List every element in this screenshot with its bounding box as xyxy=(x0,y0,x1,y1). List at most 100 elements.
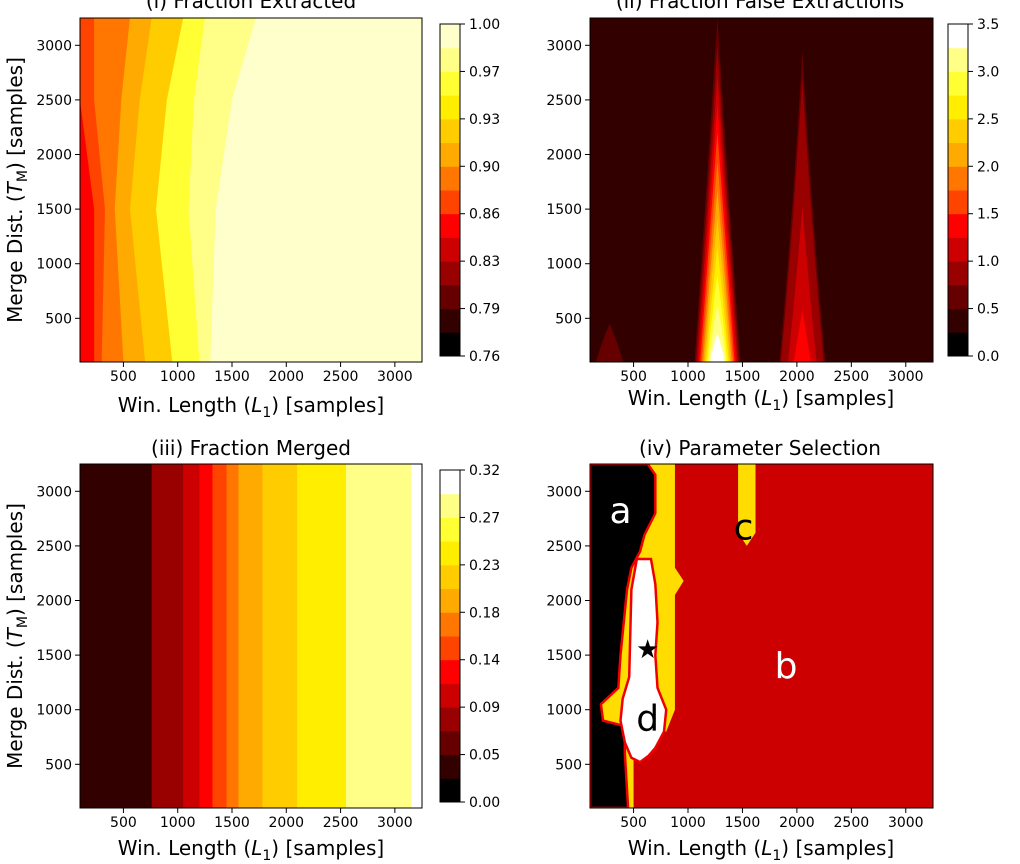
colorbar-swatch xyxy=(440,213,460,238)
panel-3-frame xyxy=(79,463,423,809)
colorbar-tick-label: 0.86 xyxy=(469,207,500,223)
panel-1-title: (i) Fraction Extracted xyxy=(146,0,356,13)
colorbar-swatch xyxy=(440,636,460,661)
panel-4-x-ticks: 500 1000 1500 2000 2500 3000 xyxy=(620,808,924,831)
y-tick-label: 500 xyxy=(45,311,72,327)
merged-band xyxy=(151,464,184,808)
panel-fraction-extracted: (i) Fraction Extracted 500 1000 1500 2000 25… xyxy=(36,0,500,385)
peak-contour xyxy=(795,336,810,362)
panel-2-colorbar: 0.0 0.5 1.0 1.5 2.0 2.5 3.0 3.5 xyxy=(947,17,999,365)
panel-1-contours xyxy=(80,18,422,362)
colorbar-frame xyxy=(439,23,461,357)
colorbar-swatch xyxy=(440,564,460,590)
x-tick-label: 3000 xyxy=(888,815,924,831)
colorbar-frame xyxy=(947,23,969,357)
merged-band xyxy=(226,464,240,808)
colorbar-swatch xyxy=(440,493,460,518)
region-label-a: a xyxy=(609,491,631,532)
colorbar-swatch xyxy=(440,237,460,262)
x-tick-label: 2000 xyxy=(268,369,304,385)
panel-2-y-ticks: 500 1000 1500 2000 2500 3000 xyxy=(546,38,590,327)
colorbar-swatch xyxy=(948,237,968,262)
x-tick-label: 2500 xyxy=(834,369,870,385)
colorbar-tick-label: 0.23 xyxy=(469,558,500,574)
colorbar-tick-label: 0.90 xyxy=(469,159,500,175)
colorbar-swatch xyxy=(440,683,460,708)
colorbar-swatch xyxy=(440,308,460,333)
x-axis-label: Win. Length (L1) [samples] xyxy=(118,393,384,421)
colorbar-swatch xyxy=(948,213,968,238)
x-tick-label: 2000 xyxy=(268,815,304,831)
colorbar-swatch xyxy=(948,308,968,333)
colorbar-tick-label: 0.00 xyxy=(469,795,500,811)
selection-star-marker: ★ xyxy=(636,635,659,665)
x-tick-label: 3000 xyxy=(888,369,924,385)
panel-3-title: (iii) Fraction Merged xyxy=(151,436,351,460)
y-tick-label: 2000 xyxy=(546,594,582,610)
contour-band xyxy=(210,18,422,362)
peak-contour xyxy=(605,358,614,362)
panel-2-contours xyxy=(590,18,933,362)
x-tick-label: 2500 xyxy=(834,815,870,831)
colorbar-tick-label: 3.0 xyxy=(977,64,999,80)
y-tick-label: 500 xyxy=(555,311,582,327)
panel-3-y-ticks: 500 1000 1500 2000 2500 3000 xyxy=(36,484,80,773)
y-tick-label: 1500 xyxy=(546,202,582,218)
colorbar-frame xyxy=(439,469,461,803)
merged-band xyxy=(238,464,263,808)
colorbar-swatch xyxy=(440,517,460,542)
colorbar-tick-label: 0.76 xyxy=(469,349,500,365)
x-tick-label: 500 xyxy=(110,815,137,831)
x-tick-label: 1000 xyxy=(670,815,706,831)
region-a xyxy=(590,464,657,808)
x-tick-label: 1000 xyxy=(670,369,706,385)
colorbar-swatch xyxy=(440,730,460,756)
merged-band xyxy=(80,464,153,808)
colorbar-swatch xyxy=(948,142,968,167)
colorbar-tick-label: 0.09 xyxy=(469,700,500,716)
panel-false-extractions: (ii) Fraction False Extractions 500 1000 1… xyxy=(546,0,999,385)
panel-fraction-merged: (iii) Fraction Merged 500 1000 1500 2000 250… xyxy=(36,436,500,831)
colorbar-swatch xyxy=(440,47,460,72)
colorbar-swatch xyxy=(440,190,460,215)
colorbar-swatch xyxy=(440,166,460,191)
y-tick-label: 2000 xyxy=(36,594,72,610)
colorbar-tick-label: 0.05 xyxy=(469,748,500,764)
peak-contour xyxy=(708,304,726,362)
colorbar-swatch xyxy=(440,707,460,732)
colorbar-swatch xyxy=(440,284,460,310)
y-tick-label: 2500 xyxy=(36,539,72,555)
panel-4-y-ticks: 500 1000 1500 2000 2500 3000 xyxy=(546,484,590,773)
y-tick-label: 1000 xyxy=(546,257,582,273)
colorbar-tick-label: 0.0 xyxy=(977,349,999,365)
panel-4-title: (iv) Parameter Selection xyxy=(639,436,881,460)
x-tick-label: 1000 xyxy=(160,369,196,385)
colorbar-swatch xyxy=(440,541,460,566)
colorbar-swatch xyxy=(440,588,460,613)
panel-1-colorbar: 0.76 0.79 0.83 0.86 0.90 0.93 0.97 1.00 xyxy=(439,17,500,365)
y-tick-label: 2500 xyxy=(36,93,72,109)
colorbar-tick-label: 0.27 xyxy=(469,510,500,526)
region-label-c: c xyxy=(734,508,754,549)
axis-labels: Win. Length (L1) [samples] Win. Length (L… xyxy=(3,57,894,864)
merged-band xyxy=(297,464,347,808)
colorbar-swatch xyxy=(440,612,460,637)
colorbar-tick-label: 0.97 xyxy=(469,64,500,80)
colorbar-swatch xyxy=(440,778,460,803)
region-d xyxy=(619,557,668,764)
x-tick-label: 3000 xyxy=(377,369,413,385)
colorbar-tick-label: 0.83 xyxy=(469,254,500,270)
region-c xyxy=(738,464,756,546)
x-tick-label: 1500 xyxy=(214,815,250,831)
colorbar-tick-label: 2.5 xyxy=(977,112,999,128)
y-tick-label: 2000 xyxy=(546,148,582,164)
colorbar-tick-label: 1.0 xyxy=(977,254,999,270)
y-tick-label: 3000 xyxy=(36,484,72,500)
merged-band xyxy=(262,464,298,808)
colorbar-swatch xyxy=(948,118,968,144)
panel-1-y-ticks: 500 1000 1500 2000 2500 3000 xyxy=(36,38,80,327)
panel-4-regions: a b c d ★ xyxy=(590,464,933,808)
x-tick-label: 1500 xyxy=(725,369,761,385)
panel-parameter-selection: a b c d ★ (iv) Parameter Selection 500 1000 15… xyxy=(546,436,934,831)
